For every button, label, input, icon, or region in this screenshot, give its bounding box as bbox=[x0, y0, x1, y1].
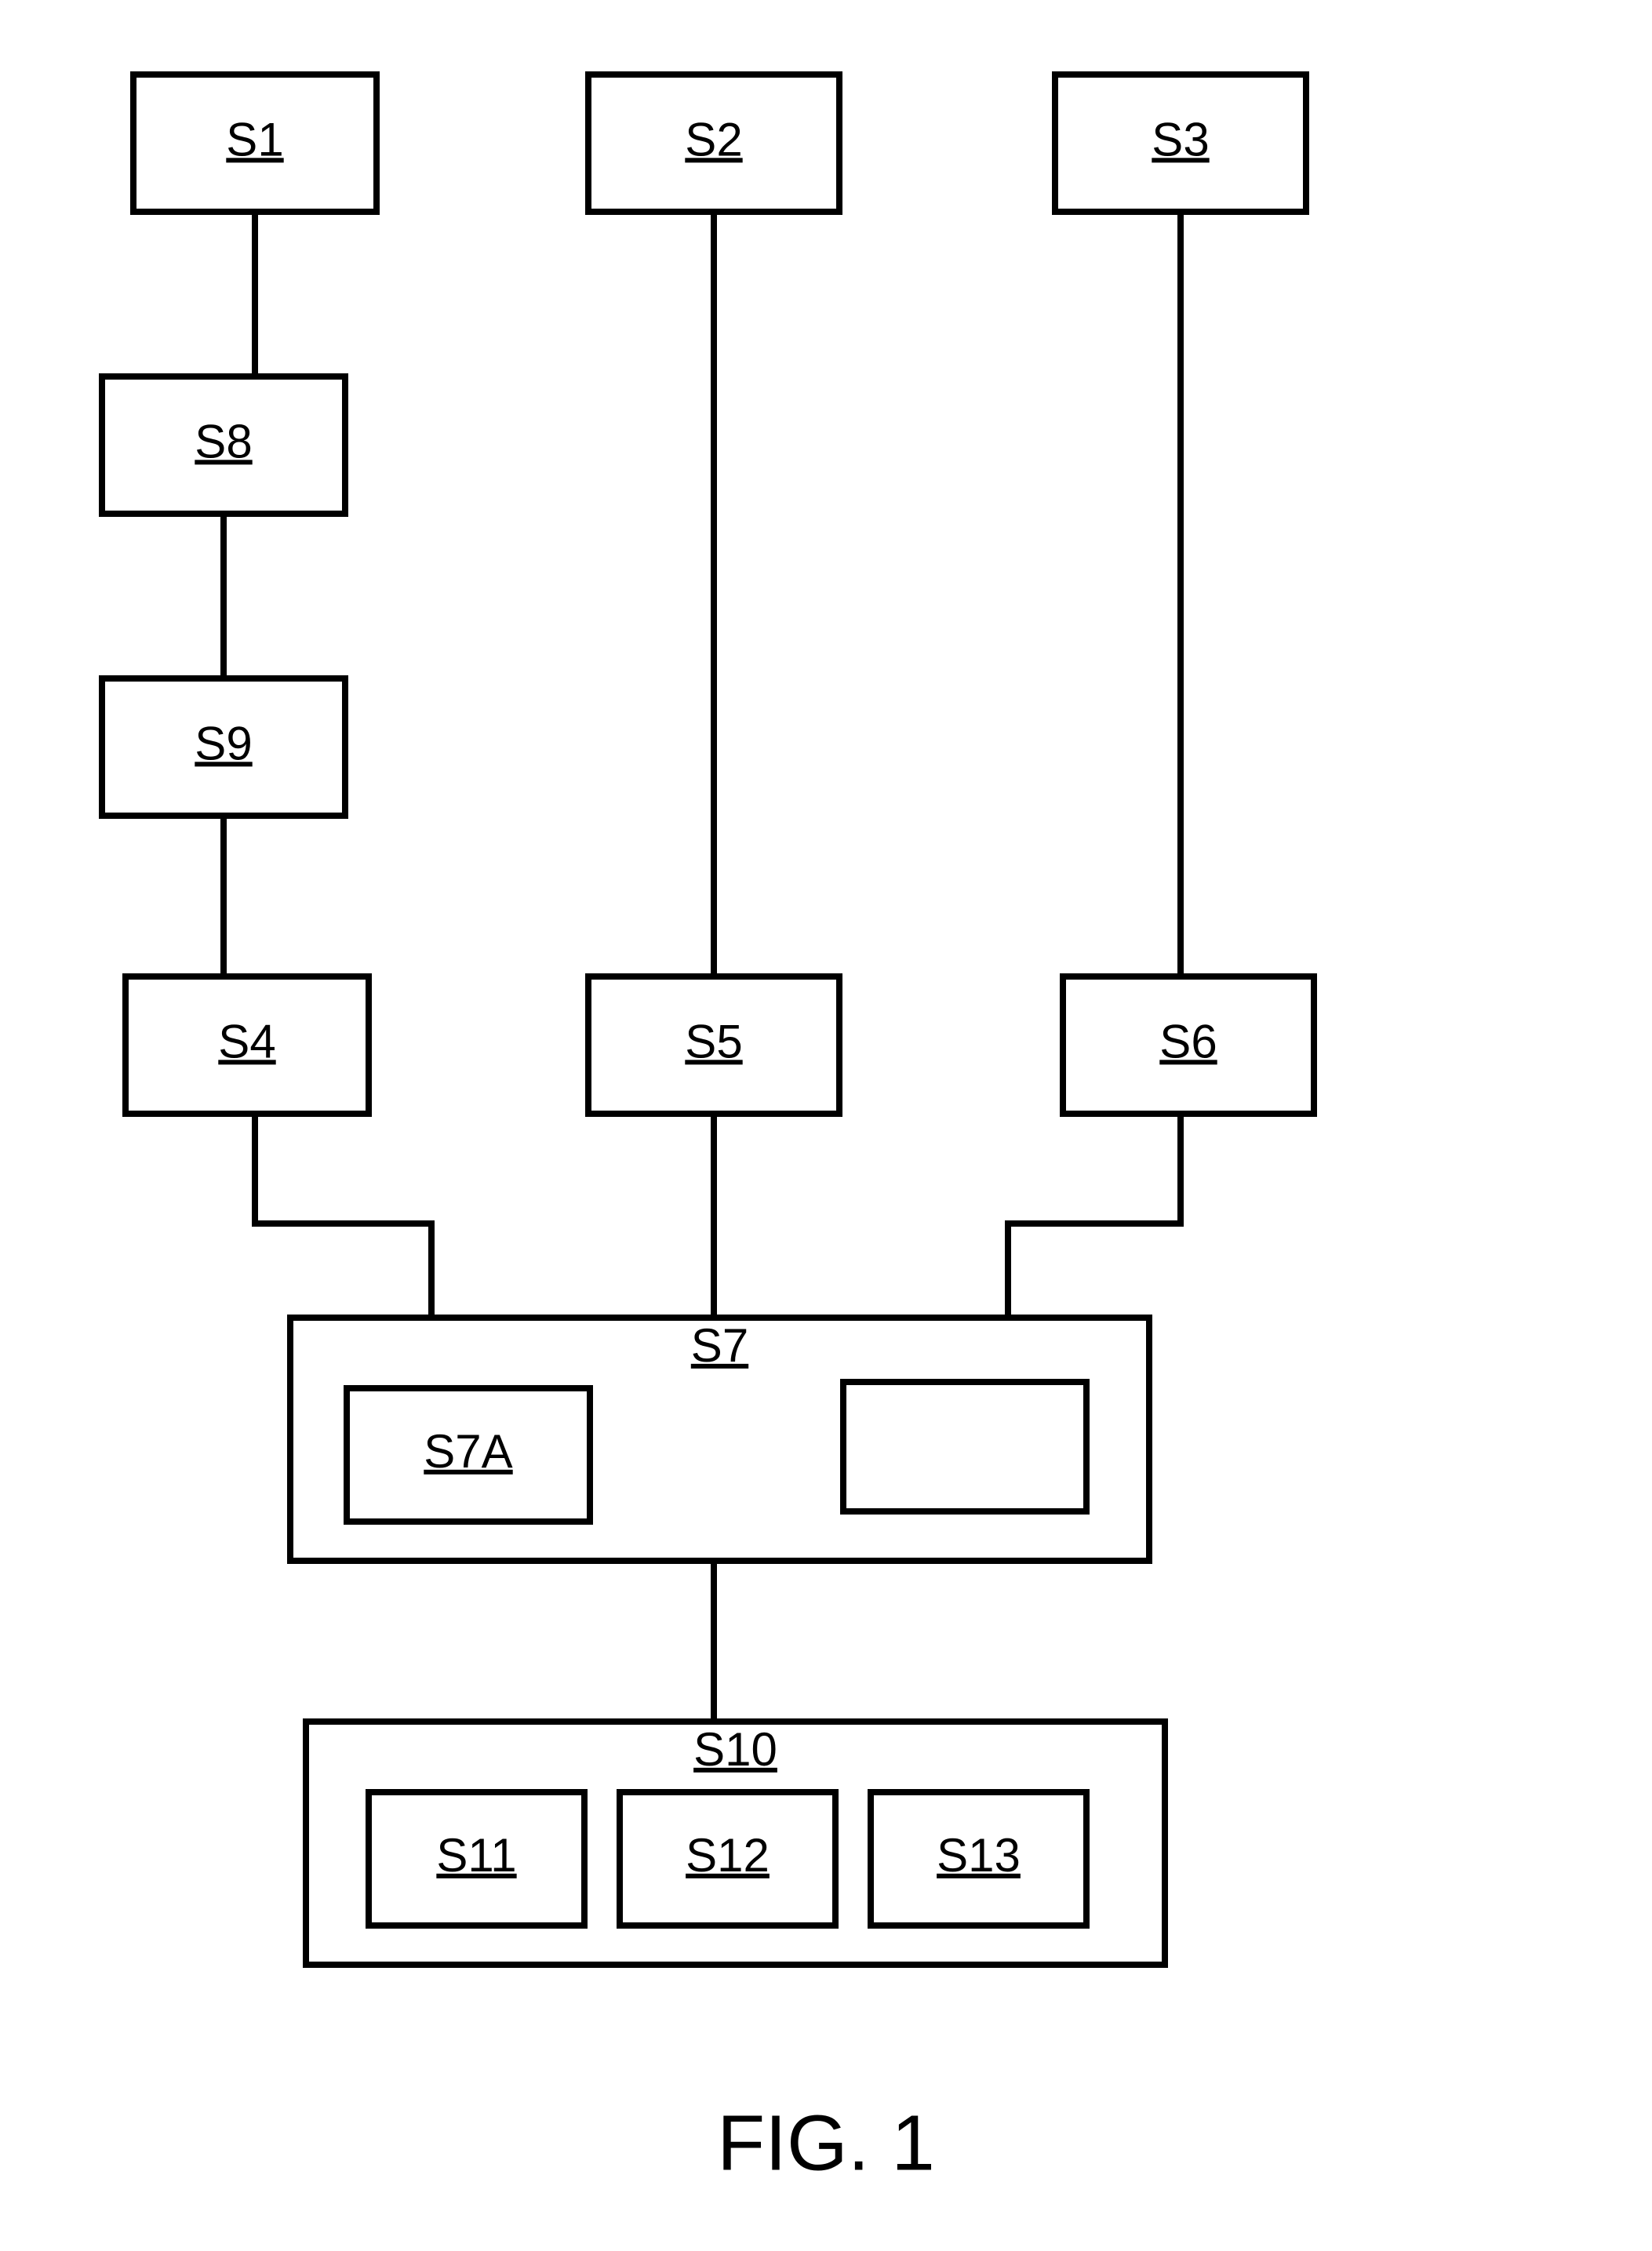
figure-caption: FIG. 1 bbox=[717, 2099, 935, 2187]
node-label-S12: S12 bbox=[686, 1829, 770, 1882]
node-label-S1: S1 bbox=[226, 113, 283, 165]
node-box-S7B bbox=[843, 1382, 1086, 1511]
node-S1: S1 bbox=[133, 75, 377, 212]
node-label-S6: S6 bbox=[1159, 1015, 1217, 1067]
node-label-S11: S11 bbox=[436, 1829, 516, 1882]
node-S7A: S7A bbox=[347, 1388, 590, 1522]
node-S3: S3 bbox=[1055, 75, 1306, 212]
node-label-S9: S9 bbox=[195, 717, 252, 769]
node-label-S5: S5 bbox=[685, 1015, 742, 1067]
node-S11: S11 bbox=[369, 1792, 584, 1926]
node-label-S2: S2 bbox=[685, 113, 742, 165]
node-label-S7: S7 bbox=[691, 1319, 748, 1372]
node-label-S8: S8 bbox=[195, 415, 252, 467]
node-label-S13: S13 bbox=[937, 1829, 1021, 1882]
node-S13: S13 bbox=[871, 1792, 1086, 1926]
edge-5 bbox=[255, 1114, 431, 1318]
flowchart-diagram: S1 S2 S3 S8 S9 S4 S5 S6 S7 S7A S10 S11 S12 S13 FIG. 1 bbox=[0, 0, 1652, 2251]
node-label-S10: S10 bbox=[693, 1723, 777, 1776]
node-S5: S5 bbox=[588, 976, 839, 1114]
node-S12: S12 bbox=[620, 1792, 835, 1926]
node-label-S4: S4 bbox=[218, 1015, 275, 1067]
node-S6: S6 bbox=[1063, 976, 1314, 1114]
node-S8: S8 bbox=[102, 376, 345, 514]
node-label-S7A: S7A bbox=[424, 1425, 512, 1478]
node-S7B bbox=[843, 1382, 1086, 1511]
node-S9: S9 bbox=[102, 678, 345, 816]
node-S4: S4 bbox=[126, 976, 369, 1114]
node-S2: S2 bbox=[588, 75, 839, 212]
node-label-S3: S3 bbox=[1152, 113, 1209, 165]
edge-7 bbox=[1008, 1114, 1181, 1318]
